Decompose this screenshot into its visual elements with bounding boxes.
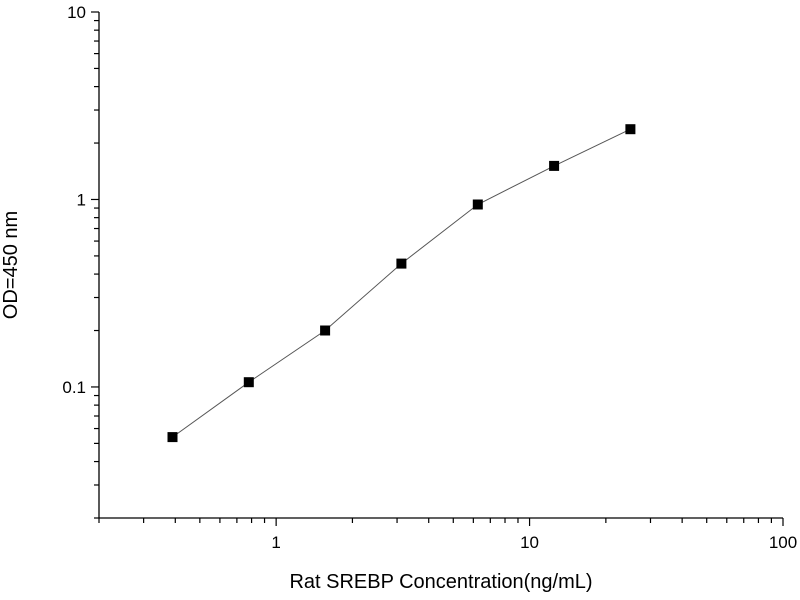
data-point [549,160,560,171]
x-tick-label: 10 [520,533,539,552]
series-line [172,128,631,438]
y-tick-label: 10 [67,3,86,22]
x-axis-title: Rat SREBP Concentration(ng/mL) [289,571,592,593]
data-point [320,325,331,336]
data-point [396,258,407,269]
data-points [167,124,636,443]
data-point [243,377,254,388]
tick-labels: 1 10 100 0.1 1 10 [62,3,797,552]
x-tick-label: 100 [769,533,797,552]
axes [98,12,783,519]
y-tick-label: 1 [77,190,86,209]
series [172,128,631,438]
y-axis-title: OD=450 nm [0,211,22,319]
data-point [625,124,636,135]
x-tick-label: 1 [271,533,280,552]
ticks [91,11,784,526]
y-tick-label: 0.1 [62,378,86,397]
data-point [167,432,178,443]
data-point [472,199,483,210]
